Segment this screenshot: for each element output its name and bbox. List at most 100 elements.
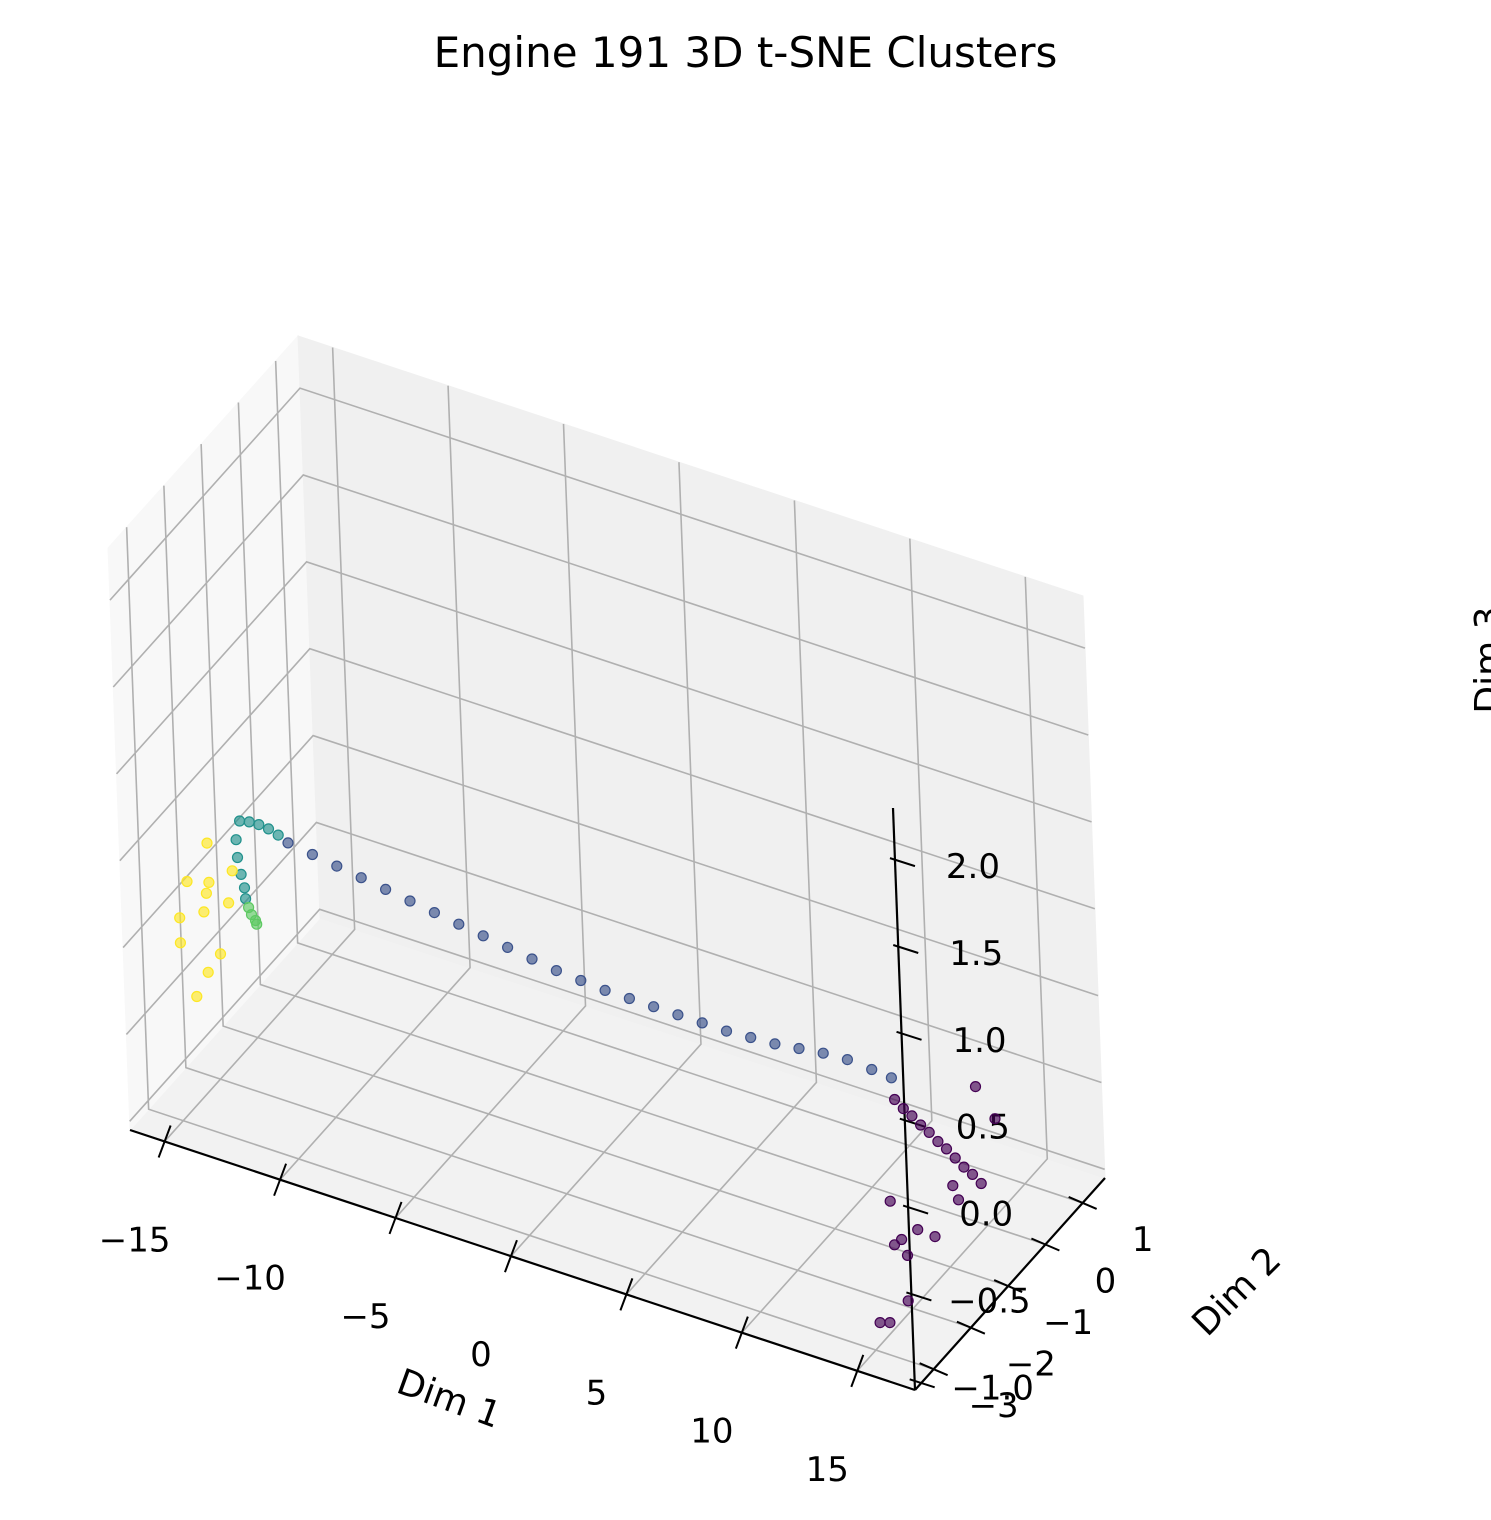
y-tick xyxy=(1030,1237,1060,1252)
data-point xyxy=(975,1177,987,1190)
x-gridline xyxy=(625,500,818,1295)
y-tick-label: −3 xyxy=(969,1386,1019,1426)
data-point xyxy=(923,1126,935,1139)
z-gridline xyxy=(112,474,1089,736)
x-axis-line xyxy=(129,1128,916,1392)
data-point xyxy=(817,1047,829,1059)
data-point xyxy=(230,834,242,846)
z-tick-label: 1.5 xyxy=(949,934,1003,974)
x-tick-label: 0 xyxy=(470,1335,492,1375)
y-tick-label: −2 xyxy=(1006,1345,1056,1385)
z-gridline xyxy=(119,647,1096,910)
x-gridline xyxy=(279,385,471,1181)
data-point xyxy=(174,912,186,924)
data-point xyxy=(355,872,367,884)
data-point xyxy=(226,865,238,877)
data-point xyxy=(380,883,392,896)
data-point xyxy=(884,1316,896,1329)
data-point xyxy=(428,906,440,919)
data-point xyxy=(720,1025,733,1037)
data-point xyxy=(929,1230,941,1243)
x-tick-label: 10 xyxy=(690,1412,733,1452)
data-point xyxy=(793,1042,805,1055)
data-point xyxy=(940,1143,953,1155)
x-tick-label: −15 xyxy=(99,1220,171,1260)
x-tick xyxy=(157,1125,172,1158)
data-point xyxy=(897,1102,909,1115)
x-tick-label: −10 xyxy=(214,1259,286,1299)
data-point xyxy=(745,1031,757,1044)
z-gridline xyxy=(125,821,1102,1084)
x-tick xyxy=(850,1354,865,1388)
data-point xyxy=(203,876,215,889)
data-point xyxy=(238,882,251,894)
z-tick xyxy=(896,1030,922,1041)
data-point xyxy=(623,992,636,1005)
data-point xyxy=(599,984,611,997)
data-point xyxy=(272,829,284,841)
x-tick-label: 5 xyxy=(586,1373,608,1413)
data-point xyxy=(989,1113,1001,1125)
z-tick-label: −0.5 xyxy=(948,1281,1031,1321)
data-point xyxy=(914,1119,927,1131)
data-point xyxy=(453,918,465,930)
data-point xyxy=(262,823,275,835)
x-tick xyxy=(619,1278,634,1311)
data-point xyxy=(952,1194,965,1206)
x-tick-label: −5 xyxy=(340,1297,390,1337)
data-point xyxy=(949,1152,961,1164)
x-tick xyxy=(273,1163,288,1197)
x-gridline xyxy=(164,347,356,1143)
data-point xyxy=(223,897,235,909)
data-point xyxy=(331,860,343,872)
z-tick xyxy=(892,944,919,954)
y-tick-label: 1 xyxy=(1132,1220,1154,1260)
data-point xyxy=(885,1072,898,1084)
data-point xyxy=(696,1017,708,1029)
data-point xyxy=(282,837,294,849)
data-point xyxy=(198,906,210,918)
data-point xyxy=(253,818,265,831)
data-point xyxy=(251,918,263,930)
data-point xyxy=(191,990,203,1003)
z-tick-label: −1.0 xyxy=(951,1368,1034,1408)
data-point xyxy=(672,1009,684,1021)
y-tick-label: −1 xyxy=(1043,1303,1093,1343)
y-gridline xyxy=(125,527,934,1370)
data-point xyxy=(202,966,214,978)
chart-title: Engine 191 3D t-SNE Clusters xyxy=(433,28,1058,77)
data-point xyxy=(902,1295,914,1307)
data-point xyxy=(866,1063,878,1076)
z-gridline xyxy=(115,560,1092,823)
data-point xyxy=(477,930,489,942)
x-gridline xyxy=(856,576,1049,1372)
data-point xyxy=(874,1316,886,1329)
data-point xyxy=(647,1001,660,1013)
data-point xyxy=(502,941,514,954)
data-point xyxy=(404,895,416,907)
z-tick-label: 0.5 xyxy=(956,1108,1010,1148)
z-tick-label: 0.0 xyxy=(959,1195,1013,1235)
data-point xyxy=(841,1053,854,1066)
z-tick xyxy=(906,1291,932,1302)
z-gridline xyxy=(109,387,1086,649)
data-point xyxy=(181,875,193,888)
y-gridline xyxy=(200,444,1009,1287)
x-tick xyxy=(388,1201,403,1235)
data-point xyxy=(906,1110,918,1122)
x-gridline xyxy=(741,538,933,1334)
data-point xyxy=(306,848,318,861)
z-tick xyxy=(909,1378,935,1389)
axis-panes xyxy=(107,334,1106,1391)
data-point xyxy=(947,1179,959,1192)
z-tick xyxy=(889,857,916,868)
x-tick-label: 15 xyxy=(806,1450,849,1490)
data-point xyxy=(888,1093,901,1106)
data-point xyxy=(966,1168,979,1181)
data-point xyxy=(969,1080,982,1093)
y-gridline xyxy=(237,402,1046,1246)
data-point xyxy=(243,816,255,828)
tick-marks: −15−10−5051015−3−2−101−1.0−0.50.00.51.01… xyxy=(99,847,1154,1490)
data-points xyxy=(174,815,1001,1329)
